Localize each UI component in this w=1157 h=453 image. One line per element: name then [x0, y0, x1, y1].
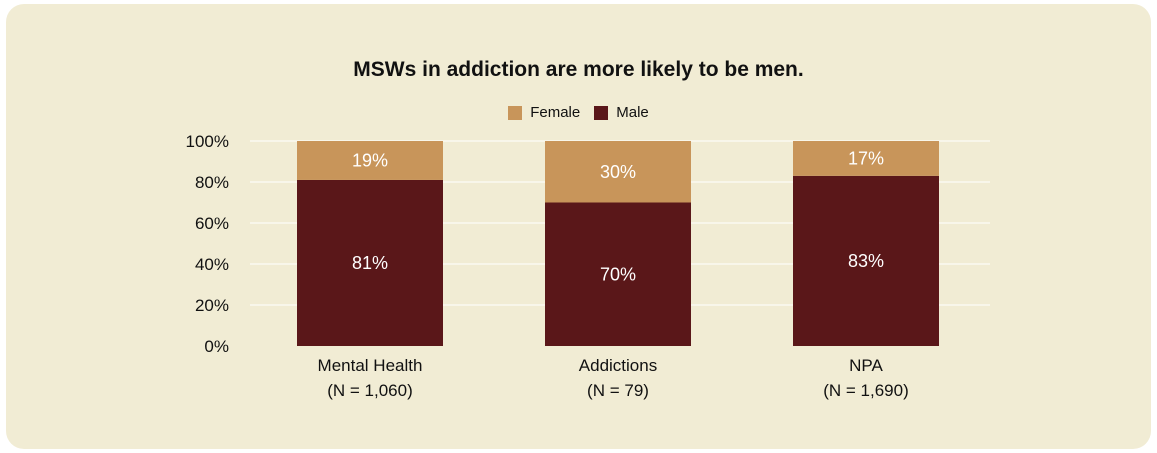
bar-male [297, 179, 443, 346]
data-label-male: 83% [848, 251, 884, 271]
legend-label-female: Female [530, 104, 581, 121]
bar-male [793, 175, 939, 346]
x-category-count: (N = 1,060) [327, 381, 413, 400]
y-tick-label: 100% [186, 132, 229, 151]
bar-female [793, 141, 939, 176]
data-label-male: 81% [352, 253, 388, 273]
x-category-label: Mental Health [318, 356, 423, 375]
y-tick-label: 20% [195, 296, 229, 315]
legend-label-male: Male [616, 104, 649, 121]
data-label-female: 17% [848, 148, 884, 168]
x-category-count: (N = 79) [587, 381, 649, 400]
legend-swatch-male [594, 105, 609, 120]
legend-item-male: Male [594, 104, 649, 121]
chart-title: MSWs in addiction are more likely to be … [353, 58, 804, 81]
y-tick-label: 0% [204, 337, 229, 356]
bar-female [545, 141, 691, 203]
data-label-male: 70% [600, 264, 636, 284]
y-tick-label: 40% [195, 255, 229, 274]
legend-item-female: Female [508, 104, 580, 121]
x-category-label: NPA [849, 356, 883, 375]
bar-female [297, 141, 443, 180]
chart-legend: Female Male [0, 104, 1157, 121]
y-tick-label: 60% [195, 214, 229, 233]
y-tick-label: 80% [195, 173, 229, 192]
legend-swatch-female [508, 105, 523, 120]
bar-male [545, 202, 691, 346]
data-label-female: 19% [352, 150, 388, 170]
x-category-count: (N = 1,690) [823, 381, 909, 400]
x-category-label: Addictions [579, 356, 657, 375]
data-label-female: 30% [600, 162, 636, 182]
